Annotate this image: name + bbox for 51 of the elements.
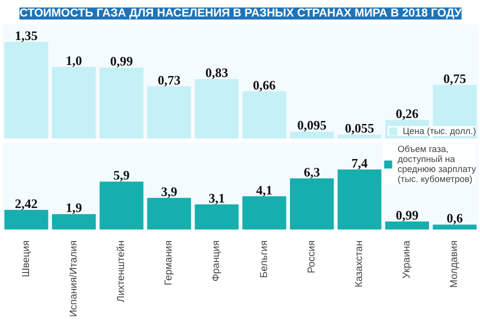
bar (290, 132, 334, 138)
data-label: 0,66 (252, 77, 276, 92)
x-tick-label: Казахстан (354, 240, 365, 288)
data-label: 0,6 (446, 210, 464, 226)
x-tick-label: Лихтенштейн (116, 240, 127, 302)
bar (4, 210, 48, 230)
data-label: 0,75 (443, 70, 467, 86)
bar (242, 91, 286, 138)
bar (385, 221, 429, 230)
data-label: 2,42 (14, 196, 38, 211)
data-label: 7,4 (351, 156, 368, 170)
x-tick-label: Молдавия (449, 240, 460, 288)
x-tick-label: Франция (211, 240, 222, 282)
data-label: 6,3 (304, 164, 321, 180)
data-label: 0,055 (344, 120, 375, 136)
data-label: 1,0 (66, 52, 82, 68)
x-tick-label: Россия (306, 240, 318, 274)
bar (290, 178, 334, 230)
x-tick-label: Испания/Италия (68, 240, 80, 318)
x-tick-label: Швеция (20, 240, 32, 278)
data-label: 1,35 (14, 28, 38, 43)
chart-title: СТОИМОСТЬ ГАЗА ДЛЯ НАСЕЛЕНИЯ В РАЗНЫХ СТРАНАХ МИРА В 2018 ГОДУ (19, 8, 462, 20)
bar (52, 66, 96, 138)
bar (147, 198, 191, 230)
bar (338, 170, 382, 230)
bar (242, 196, 286, 230)
bar (432, 224, 477, 230)
data-label: 3,9 (160, 184, 178, 199)
bar (4, 42, 48, 138)
data-label: 0,99 (396, 207, 419, 222)
bar (52, 214, 96, 230)
data-label: 0,095 (297, 118, 328, 133)
bar (338, 134, 382, 138)
bar (194, 79, 239, 138)
bar (147, 86, 191, 138)
data-label: 4,1 (256, 182, 272, 198)
data-label: 0,73 (158, 72, 181, 88)
x-tick-label: Бельгия (258, 240, 270, 278)
data-label: 3,1 (208, 190, 225, 206)
x-tick-label: Германия (164, 240, 175, 286)
data-label: 0,83 (205, 65, 229, 80)
x-tick-label: Украина (402, 240, 413, 279)
data-label: 0,99 (110, 54, 134, 69)
legend-label: Объем газа, доступный на среднюю зарплату (тыс. кубометров) (398, 144, 476, 184)
legend-label: Цена (тыс. долл.) (402, 126, 476, 136)
bar (100, 182, 144, 230)
data-label: 0,26 (396, 106, 419, 121)
bar (100, 68, 144, 138)
bar (194, 204, 239, 230)
data-label: 5,9 (113, 168, 130, 183)
data-label: 1,9 (66, 200, 83, 216)
